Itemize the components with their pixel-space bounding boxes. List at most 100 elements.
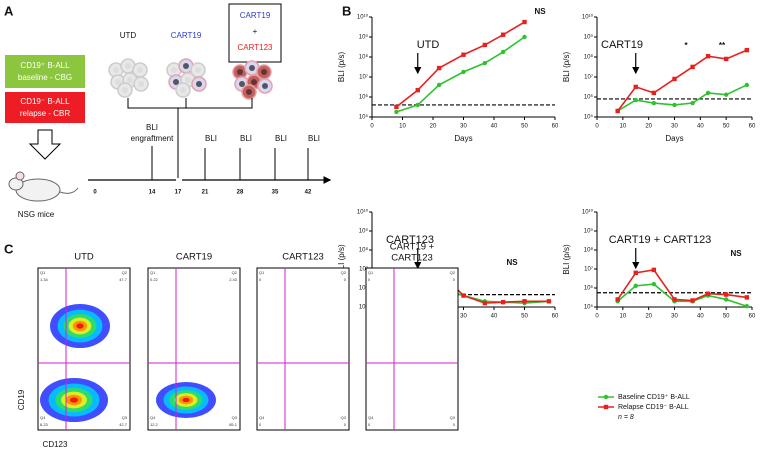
series-line (617, 283, 748, 307)
series-line (617, 49, 748, 112)
group-text: relapse - CBR (20, 109, 70, 118)
annotation: ** (719, 41, 726, 50)
y-tick-label: 10⁵ (584, 114, 594, 121)
data-point (482, 42, 488, 48)
x-tick-label: 40 (491, 314, 498, 320)
cell-nucleus (239, 81, 245, 87)
data-point (461, 293, 466, 298)
cell-nucleus (171, 67, 177, 73)
cell-nucleus (127, 77, 133, 83)
y-tick-label: 10¹⁰ (582, 14, 594, 21)
quadrant-value: 0 (344, 422, 347, 427)
y-tick-label: 10⁹ (584, 228, 594, 235)
quadrant-name: Q4 (368, 415, 374, 420)
data-point (651, 281, 657, 287)
data-point (705, 90, 711, 96)
data-point (690, 100, 695, 106)
combo-text: CART19 (240, 11, 271, 20)
x-tick-label: 60 (749, 314, 756, 320)
quadrant-value: 0 (259, 277, 262, 282)
quadrant-value: 0 (259, 422, 262, 427)
y-axis-label: BLI (p/s) (337, 52, 346, 83)
data-point (482, 60, 488, 66)
quadrant-value: 0 (453, 422, 456, 427)
panel-label: A (4, 3, 14, 18)
panel-b: 10⁵ 10⁶ 10⁷ 10⁸ 10⁹ 10¹⁰ 0 10 20 30 40 50 60 BLI (p/s… (337, 7, 756, 319)
x-tick-label: 40 (491, 124, 498, 130)
quadrant-value: 0 (344, 277, 347, 282)
timeline-labels: 0 14 17 21 28 35 42 BLI BLI BLI BLI (93, 134, 320, 195)
cell-nucleus (237, 69, 243, 75)
data-point (500, 299, 506, 305)
y-tick-label: 10⁹ (359, 34, 369, 41)
cell-nucleus (251, 79, 257, 85)
x-tick-label: 0 (370, 124, 374, 130)
data-point (672, 102, 677, 108)
data-point (672, 76, 677, 82)
data-point (744, 295, 750, 300)
legend-marker (603, 404, 609, 410)
x-axis-label: Days (454, 134, 472, 143)
cell-nucleus (125, 63, 131, 69)
x-tick-label: 10 (619, 124, 626, 130)
quadrant-value: 0 (453, 277, 456, 282)
data-point (522, 299, 527, 304)
bracket (127, 98, 253, 178)
data-point (633, 283, 638, 289)
x-tick-label: 60 (552, 314, 559, 320)
series-line (396, 36, 525, 113)
timeline-label: 35 (272, 190, 279, 196)
x-tick-label: 30 (671, 124, 678, 130)
legend: Baseline CD19⁺ B-ALL Relapse CD19⁻ B-ALL n… (598, 394, 690, 421)
bli-label: BLI (240, 134, 252, 143)
y-tick-label: 10⁹ (359, 228, 369, 235)
quadrant-name: Q3 (341, 415, 347, 420)
x-tick-label: 60 (552, 124, 559, 130)
bli-label: BLI (275, 134, 287, 143)
group-box (5, 55, 85, 88)
y-tick-label: 10⁵ (359, 304, 369, 311)
quadrant-value: 0 (368, 422, 371, 427)
cell-nucleus (183, 63, 189, 69)
legend-note: n = 8 (618, 414, 634, 421)
quadrant-value: 0.22 (150, 277, 159, 282)
x-tick-label: 40 (697, 124, 704, 130)
x-tick-label: 20 (645, 124, 652, 130)
y-tick-label: 10⁶ (359, 94, 369, 101)
cell-nucleus (261, 69, 267, 75)
x-tick-label: 20 (645, 314, 652, 320)
flow-title: CART123 (391, 253, 433, 264)
x-tick-label: 0 (595, 124, 599, 130)
data-point (394, 104, 399, 110)
cell-nucleus (185, 77, 191, 83)
engraft-label: BLI (146, 123, 158, 132)
timeline-label: 14 (149, 190, 156, 196)
data-point (744, 82, 750, 88)
data-point (690, 64, 695, 70)
data-point (394, 109, 399, 115)
data-point (522, 34, 527, 40)
cell-nucleus (246, 89, 252, 95)
treatment-label: CART19 (171, 31, 202, 40)
x-tick-label: 30 (671, 314, 678, 320)
cell-nucleus (196, 81, 202, 87)
y-axis-label: BLI (p/s) (337, 244, 346, 275)
data-point (546, 299, 552, 304)
cell-nucleus (113, 67, 119, 73)
combo-text: CART123 (238, 43, 274, 52)
flow-title: CART123 (282, 252, 324, 263)
density-blob (182, 397, 190, 403)
panel-label: C (4, 241, 14, 256)
data-point (651, 90, 657, 96)
data-point (482, 300, 488, 306)
annotation: UTD (417, 39, 440, 51)
data-point (744, 304, 750, 309)
data-point (723, 292, 729, 297)
data-point (723, 92, 729, 97)
legend-label: Relapse CD19⁻ B-ALL (618, 404, 689, 411)
cell-nucleus (262, 83, 268, 89)
y-tick-label: 10⁶ (584, 285, 594, 292)
quadrant-name: Q2 (450, 270, 456, 275)
bli-label: BLI (205, 134, 217, 143)
timeline-label: 17 (175, 190, 182, 196)
